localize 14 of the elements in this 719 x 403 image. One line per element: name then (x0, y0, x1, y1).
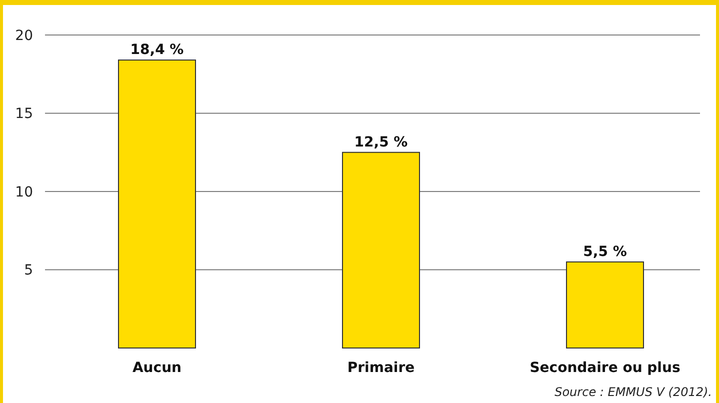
x-tick-label: Secondaire ou plus (530, 360, 680, 376)
bar (118, 60, 196, 348)
y-tick-label: 5 (24, 262, 33, 279)
bar (342, 152, 420, 348)
source-note: Source : EMMUS V (2012). (554, 385, 712, 399)
y-tick-label: 10 (15, 184, 33, 200)
data-label: 12,5 % (354, 134, 408, 150)
data-label: 18,4 % (130, 42, 184, 58)
x-tick-label: Primaire (347, 360, 415, 376)
y-tick-label: 15 (15, 106, 33, 122)
bar (566, 261, 644, 348)
data-label: 5,5 % (583, 244, 627, 260)
y-tick-label: 20 (15, 28, 33, 44)
x-tick-label: Aucun (132, 360, 182, 376)
